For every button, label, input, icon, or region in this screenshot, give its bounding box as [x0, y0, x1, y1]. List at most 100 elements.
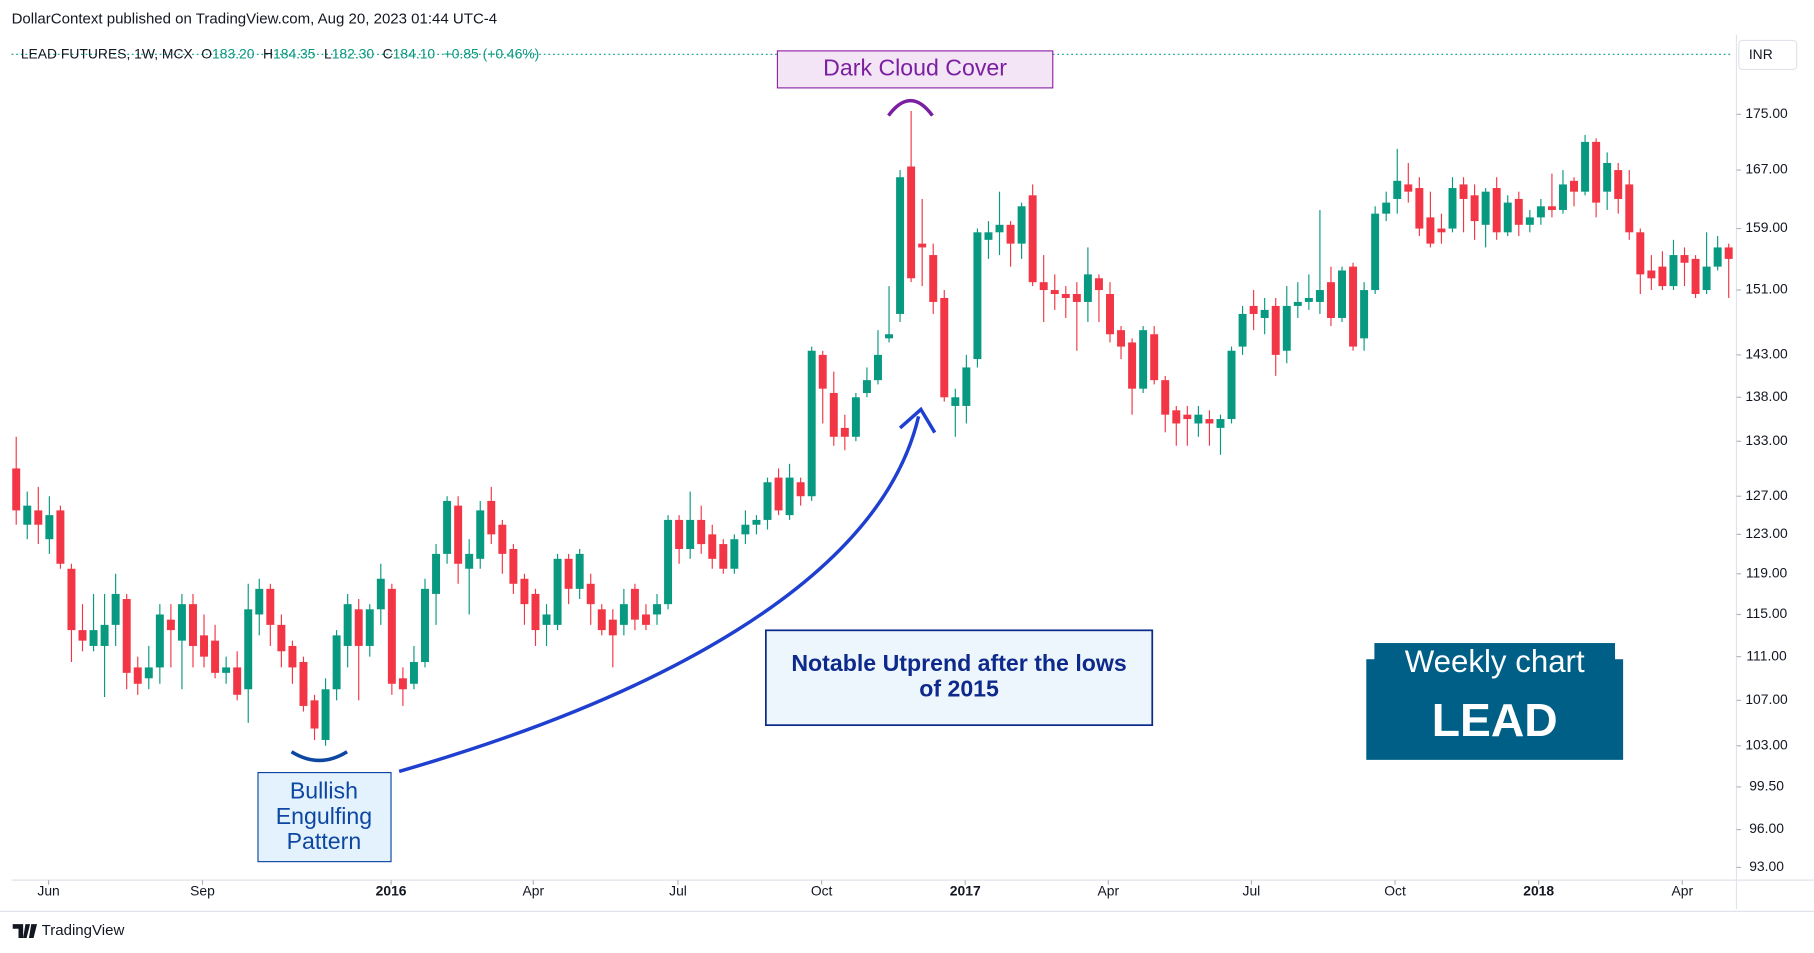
candle-body [929, 255, 938, 302]
candle-body [619, 604, 628, 625]
candle-body [454, 505, 463, 564]
candle-body [1282, 305, 1291, 351]
candle-body [12, 468, 21, 511]
candle-body [111, 593, 120, 625]
candle-body [1536, 206, 1545, 218]
x-tick-label: Jul [1243, 882, 1261, 898]
candle-body [874, 354, 882, 381]
plot-area: 175.00 167.00 159.00 151.00 143.00 138.00 133.… [11, 34, 1814, 910]
candle-body [1448, 188, 1457, 229]
candle-body [1669, 255, 1678, 287]
candle-body [1525, 217, 1534, 225]
candle-body [1459, 184, 1468, 199]
candle-body [531, 593, 540, 631]
candle-body [321, 689, 330, 740]
y-tick-label: 96.00 [1749, 820, 1784, 836]
candle-body [1547, 206, 1556, 210]
x-tick-label: 2016 [376, 882, 407, 898]
candle-body [122, 599, 131, 673]
candle-body [995, 224, 1004, 233]
candle-body [1636, 232, 1645, 275]
candle-body [1492, 188, 1501, 233]
candle-body [67, 568, 76, 631]
candle-body [719, 544, 728, 569]
candle-body [1028, 195, 1037, 283]
candle-body [465, 553, 474, 569]
candle-body [1017, 206, 1026, 244]
candle-body [288, 645, 297, 668]
candle-body [1592, 141, 1601, 203]
y-tick-label: 115.00 [1746, 605, 1788, 621]
legend-key: C [383, 45, 393, 61]
y-tick-label: 143.00 [1745, 346, 1788, 362]
candle-body [1139, 330, 1148, 389]
annotation-text: Notable Utprend after the lows [791, 650, 1126, 676]
candle-body [1603, 162, 1612, 192]
candle-body [1382, 202, 1391, 214]
pattern-arc [290, 750, 348, 763]
y-tick-label: 127.00 [1745, 487, 1788, 503]
x-tick-label: Sep [190, 882, 215, 898]
y-tick-label: 119.00 [1746, 564, 1788, 580]
currency-box[interactable] [1738, 39, 1798, 70]
candle-body [1338, 270, 1346, 318]
y-tick-label: 111.00 [1746, 647, 1787, 663]
candle-body [1315, 290, 1324, 302]
candle-body [597, 609, 606, 631]
candle-body [1658, 266, 1667, 287]
candle-body [630, 588, 639, 620]
candle-body [1094, 278, 1103, 291]
candle-body [155, 614, 164, 668]
candle-body [1205, 419, 1214, 424]
candle-body [641, 614, 650, 625]
candle-body [421, 588, 429, 663]
badge [1366, 659, 1624, 760]
candle-body [708, 534, 717, 559]
annotation-box [764, 629, 1154, 727]
candle-body [476, 510, 485, 559]
trend-arrow [398, 415, 921, 774]
candle-body [1061, 293, 1070, 298]
candle-body [686, 519, 695, 549]
candle-body [1106, 293, 1114, 335]
annotation-text: Bullish [290, 777, 358, 803]
candle-body [1216, 419, 1225, 428]
candle-body [310, 700, 319, 729]
annotation-text: Dark Cloud Cover [823, 55, 1007, 81]
x-tick-label: Apr [1098, 882, 1120, 898]
candle-body [1326, 282, 1335, 318]
candle-body [675, 519, 684, 549]
candle-body [1625, 184, 1634, 233]
candle-body [211, 640, 220, 673]
candle-body [354, 609, 363, 646]
candle-body [222, 667, 231, 673]
candle-body [1514, 198, 1523, 225]
candle-body [177, 604, 186, 641]
x-tick-label: Apr [1672, 882, 1694, 898]
candle-body [553, 558, 562, 625]
candle-body [1117, 330, 1126, 347]
candle-body [100, 624, 109, 646]
candle-body [796, 482, 805, 497]
legend-key: H [263, 45, 273, 61]
candle-body [1481, 191, 1490, 225]
candle-body [1260, 309, 1269, 318]
candle-body [885, 334, 894, 339]
y-tick-label: 107.00 [1745, 691, 1788, 707]
candle-body [851, 397, 860, 437]
y-tick-label: 175.00 [1745, 105, 1788, 121]
candle-body [409, 662, 418, 684]
legend-key: L [324, 45, 332, 61]
y-tick-label: 93.00 [1749, 858, 1784, 874]
candle-body [896, 177, 905, 314]
candle-body [166, 619, 175, 631]
candle-body [133, 667, 142, 684]
candle-body [973, 232, 982, 360]
y-tick-label: 151.00 [1745, 281, 1788, 297]
candle-body [862, 380, 871, 393]
x-tick-label: Oct [1384, 882, 1406, 898]
pattern-arc [887, 99, 934, 117]
candle-body [1150, 334, 1159, 381]
candle-body [487, 500, 496, 535]
